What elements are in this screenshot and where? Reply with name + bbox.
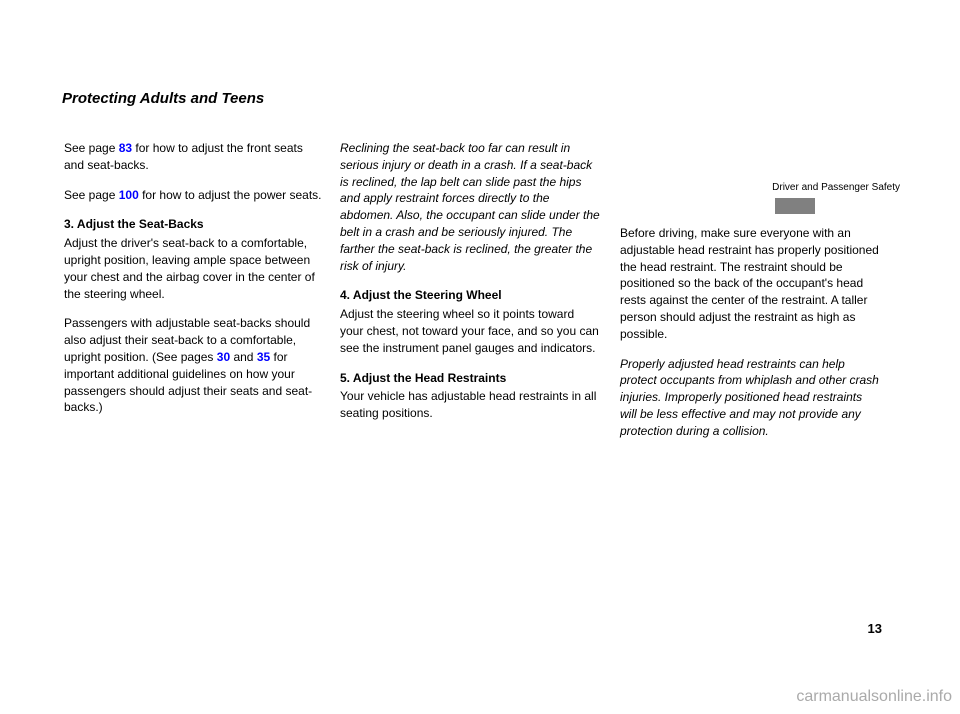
warning-text: Reclining the seat-back too far can resu… — [340, 140, 600, 274]
step-heading: 3. Adjust the Seat-Backs — [64, 216, 324, 233]
page-number: 13 — [868, 621, 882, 636]
page-reference-link[interactable]: 35 — [257, 350, 270, 364]
column-2: Reclining the seat-back too far can resu… — [340, 140, 600, 435]
warning-text: Properly adjusted head restraints can he… — [620, 356, 880, 440]
step-heading: 4. Adjust the Steering Wheel — [340, 287, 600, 304]
page-title: Protecting Adults and Teens — [62, 90, 264, 107]
section-tab — [775, 198, 815, 214]
paragraph: Passengers with adjustable seat-backs sh… — [64, 315, 324, 416]
text: See page — [64, 188, 119, 202]
column-3: Before driving, make sure everyone with … — [620, 225, 880, 453]
text: See page — [64, 141, 119, 155]
paragraph: See page 83 for how to adjust the front … — [64, 140, 324, 174]
text: for how to adjust the power seats. — [139, 188, 322, 202]
paragraph: Adjust the driver's seat-back to a comfo… — [64, 235, 324, 302]
paragraph: Your vehicle has adjustable head restrai… — [340, 388, 600, 422]
watermark: carmanualsonline.info — [796, 688, 952, 706]
page-reference-link[interactable]: 30 — [217, 350, 230, 364]
paragraph: Before driving, make sure everyone with … — [620, 225, 880, 343]
page-reference-link[interactable]: 83 — [119, 141, 132, 155]
step-heading: 5. Adjust the Head Restraints — [340, 370, 600, 387]
page-reference-link[interactable]: 100 — [119, 188, 139, 202]
text: and — [230, 350, 257, 364]
paragraph: Adjust the steering wheel so it points t… — [340, 306, 600, 356]
column-1: See page 83 for how to adjust the front … — [64, 140, 324, 429]
section-label: Driver and Passenger Safety — [772, 182, 900, 193]
paragraph: See page 100 for how to adjust the power… — [64, 187, 324, 204]
